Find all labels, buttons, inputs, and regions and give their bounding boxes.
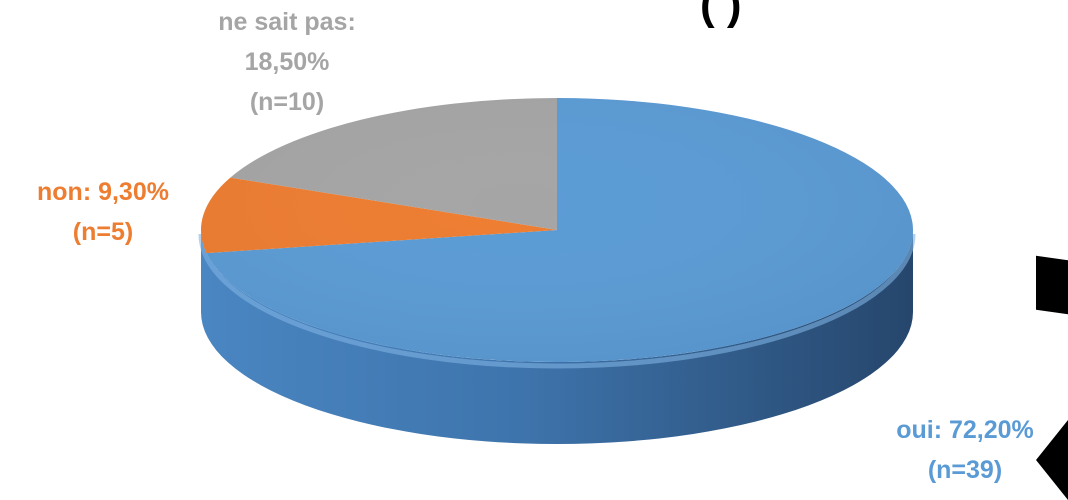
black-block-decoration xyxy=(1036,255,1068,315)
black-arrow-decoration xyxy=(1036,420,1068,500)
data-label-non: non: 9,30% (n=5) xyxy=(37,178,169,246)
data-label-oui: oui: 72,20% (n=39) xyxy=(896,416,1034,484)
pie-top-shading xyxy=(201,98,913,362)
pie-side-wall xyxy=(201,230,913,444)
chart-title-cut-off: ( ) xyxy=(700,0,742,29)
data-label-ne-sait-pas: ne sait pas: 18,50% (n=10) xyxy=(218,8,356,116)
pie-rim-highlight xyxy=(198,233,916,369)
